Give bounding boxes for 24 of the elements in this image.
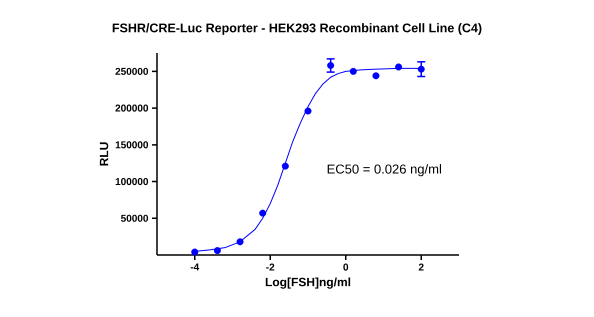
point	[350, 68, 357, 75]
y-tick-label: 150000	[116, 141, 148, 148]
point	[327, 62, 334, 69]
x-axis-title: Log[FSH]ng/ml	[266, 277, 350, 289]
point	[418, 66, 425, 73]
y-tick-label: 250000	[115, 68, 148, 75]
x-tick-label: 0	[343, 264, 348, 271]
point	[259, 210, 266, 217]
point	[304, 108, 312, 115]
point	[191, 248, 198, 256]
y-tick-label: 100000	[116, 178, 148, 186]
x-tick-label: -4	[190, 264, 200, 270]
y-axis-title: RLU	[100, 142, 108, 166]
chart-title: FSHR/CRE-Luc Reporter - HEK293 Recombinant Cell Line (C4)	[112, 23, 482, 35]
point	[236, 238, 244, 246]
point	[214, 247, 221, 254]
x-tick-label: -2	[266, 264, 274, 271]
point	[372, 72, 380, 80]
y-tick-label: 200000	[115, 104, 148, 112]
point	[395, 63, 402, 70]
annotation: EC50 = 0.026 ng/ml	[328, 164, 442, 176]
x-tick-label: 2	[418, 264, 424, 271]
point	[282, 162, 289, 170]
y-tick-label: 50000	[120, 214, 148, 222]
